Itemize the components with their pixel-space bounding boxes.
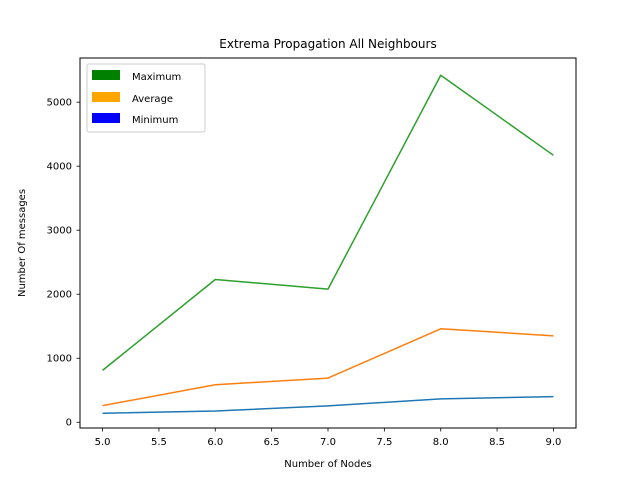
x-tick-label: 6.0	[207, 437, 223, 448]
x-axis-label: Number of Nodes	[284, 459, 371, 470]
y-tick-label: 0	[66, 418, 72, 429]
y-tick-label: 2000	[47, 290, 72, 301]
x-axis-ticks: 5.0 5.5 6.0 6.5 7.0 7.5 8.0 8.5 9.0	[95, 428, 562, 448]
legend-swatch-average	[92, 92, 120, 102]
legend-swatch-maximum	[92, 70, 120, 80]
legend-swatch-minimum	[92, 113, 120, 123]
legend-label-minimum: Minimum	[132, 115, 178, 126]
series-line-avg	[102, 328, 554, 407]
x-tick-label: 9.0	[546, 437, 562, 448]
plot-frame	[79, 57, 577, 429]
legend-label-average: Average	[132, 94, 173, 105]
x-tick-label: 8.5	[489, 437, 505, 448]
legend: Maximum Average Minimum	[86, 63, 206, 133]
y-tick-label: 1000	[47, 354, 72, 365]
y-axis-label: Number Of messages	[17, 189, 28, 297]
chart-title: Extrema Propagation All Neighbours	[219, 37, 436, 51]
x-tick-label: 6.5	[264, 437, 280, 448]
series-line-max	[102, 74, 554, 371]
series-layer	[102, 74, 554, 415]
x-tick-label: 7.5	[376, 437, 392, 448]
x-tick-label: 5.0	[95, 437, 111, 448]
x-tick-label: 7.0	[320, 437, 336, 448]
y-tick-label: 5000	[47, 98, 72, 109]
x-tick-label: 5.5	[151, 437, 167, 448]
y-axis-ticks: 0 1000 2000 3000 4000 5000	[47, 98, 80, 429]
legend-label-maximum: Maximum	[132, 72, 181, 83]
series-line-min	[102, 395, 554, 415]
y-tick-label: 4000	[47, 162, 72, 173]
y-tick-label: 3000	[47, 226, 72, 237]
x-tick-label: 8.0	[433, 437, 449, 448]
